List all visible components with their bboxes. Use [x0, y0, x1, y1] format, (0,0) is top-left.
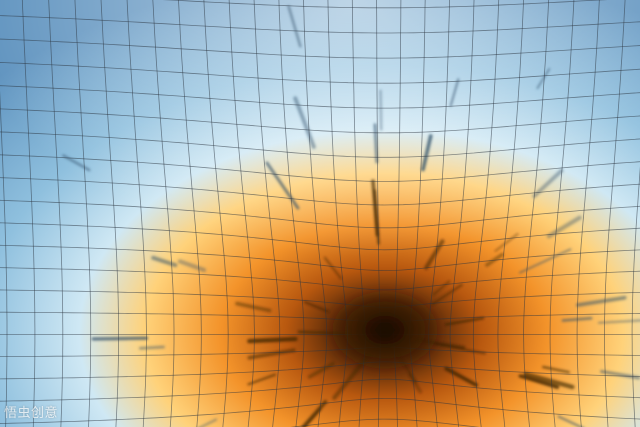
particle-streak — [138, 345, 165, 350]
particle-streak — [303, 300, 330, 313]
grid-line-horizontal — [0, 378, 640, 402]
grid-line-vertical — [0, 90, 8, 427]
particle-streak — [597, 319, 640, 324]
grid-line-vertical — [100, 0, 119, 427]
particle-streak — [532, 168, 564, 198]
watermark-text: 悟虫创意 — [4, 406, 59, 421]
particle-streak — [247, 336, 298, 344]
grid-line-vertical — [604, 0, 626, 427]
wormhole-core — [327, 288, 443, 372]
particle-streak — [519, 248, 572, 274]
grid-line-vertical — [253, 0, 281, 427]
grid-line-vertical — [523, 0, 550, 427]
particle-streak — [449, 78, 460, 107]
grid-line-horizontal — [0, 62, 640, 84]
grid-line-horizontal — [162, 0, 608, 9]
grid-line-vertical — [178, 0, 202, 427]
particle-streak — [541, 365, 570, 374]
grid-line-horizontal — [0, 199, 640, 229]
grid-line-horizontal — [0, 108, 640, 134]
grid-line-horizontal — [0, 222, 640, 251]
particle-streak — [485, 252, 504, 267]
particle-streak — [293, 96, 316, 149]
particle-streak — [247, 373, 276, 386]
grid-line-horizontal — [0, 244, 640, 272]
grid-line-horizontal — [0, 85, 640, 109]
grid-line-horizontal — [0, 38, 640, 59]
grid-line-horizontal — [0, 154, 640, 182]
grid-line-vertical — [472, 0, 500, 427]
particle-streak — [523, 371, 575, 390]
grid-line-vertical — [631, 166, 640, 427]
particle-streak — [518, 374, 560, 389]
grid-line-vertical — [74, 0, 92, 427]
grid-line-vertical — [327, 0, 348, 427]
particle-streak — [444, 317, 485, 326]
particle-streak — [303, 408, 322, 427]
grid-line-horizontal — [0, 267, 640, 291]
particle-streak — [198, 418, 217, 427]
grid-line-vertical — [428, 0, 450, 427]
grid-line-vertical — [497, 0, 524, 427]
particle-streak — [546, 215, 582, 239]
grid-line-vertical — [278, 0, 305, 427]
particle-streak — [373, 123, 379, 164]
grid-line-vertical — [21, 0, 36, 427]
particle-streak — [247, 348, 296, 360]
grid-line-vertical — [152, 0, 175, 427]
grid-line-horizontal — [290, 418, 480, 427]
particle-streak — [576, 295, 627, 307]
particle-streak — [91, 336, 149, 341]
grid-line-horizontal — [0, 131, 640, 158]
particle-streak — [536, 68, 551, 90]
grid-line-vertical — [48, 0, 64, 427]
particle-streak — [432, 280, 451, 296]
grid-line-vertical — [303, 0, 328, 427]
particle-streak — [287, 5, 302, 48]
particle-streak — [177, 259, 207, 273]
grid-line-horizontal — [0, 361, 640, 380]
particle-streak — [265, 161, 300, 210]
grid-line-vertical — [126, 0, 147, 427]
particle-streak — [323, 256, 342, 280]
grid-line-horizontal — [0, 177, 640, 206]
grid-line-vertical — [449, 0, 475, 427]
particle-streak — [379, 89, 383, 131]
grid-line-horizontal — [0, 398, 640, 424]
particle-streak — [494, 233, 519, 252]
particle-streak — [307, 361, 335, 379]
particle-streak — [421, 134, 433, 172]
particle-streak — [430, 283, 463, 306]
grid-line-vertical — [549, 0, 575, 427]
grid-line-horizontal — [0, 15, 640, 34]
particle-streak — [301, 400, 328, 427]
grid-line-vertical — [576, 0, 600, 427]
particle-streak — [444, 366, 479, 387]
grid-line-vertical — [228, 0, 255, 427]
grid-line-vertical — [203, 0, 229, 427]
